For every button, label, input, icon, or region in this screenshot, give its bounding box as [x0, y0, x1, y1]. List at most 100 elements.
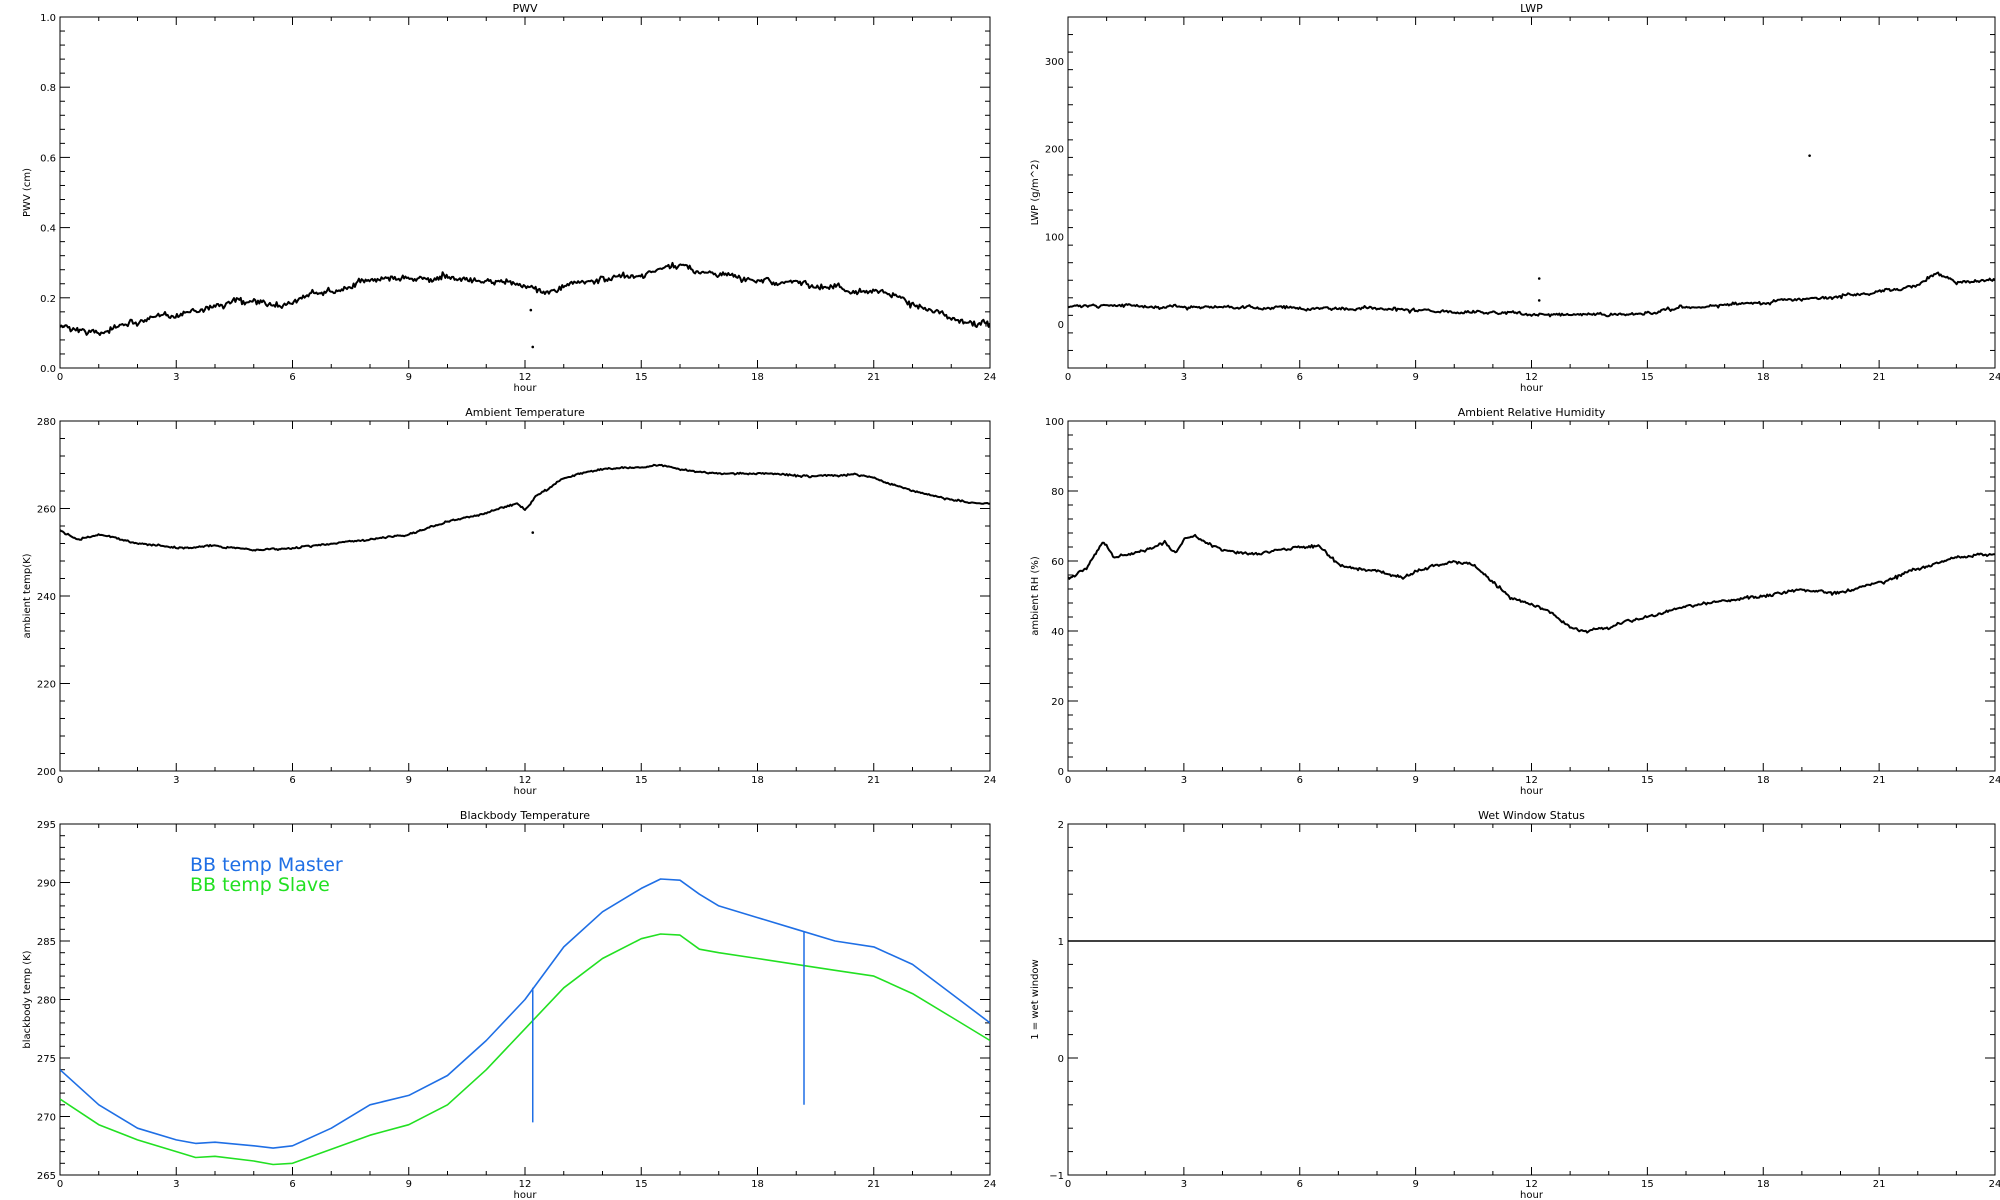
- x-tick-label: 18: [751, 775, 764, 786]
- x-tick-label: 18: [1757, 1179, 1770, 1190]
- x-tick-label: 0: [57, 775, 63, 786]
- chart-panel-blackbody-temperature: Blackbody Temperature 0 3 6 9 12 15 18 21 24 hour 2…: [22, 809, 996, 1200]
- chart-title: PWV: [512, 2, 538, 15]
- y-tick-label: 0.2: [40, 294, 56, 305]
- chart-panel-pwv: PWV 0 3 6 9 12 15 18 21 24 hour 0.0 0.2 0.4 0.6 0.8 1.0 P…: [22, 2, 996, 394]
- plot-area: [1068, 533, 1995, 634]
- y-axis-label: blackbody temp (K): [22, 950, 33, 1048]
- x-tick-label: 18: [1757, 775, 1770, 786]
- x-axis-label: hour: [1520, 383, 1544, 394]
- x-tick-label: 15: [635, 372, 648, 383]
- chart-title: Ambient Temperature: [465, 406, 585, 419]
- chart-title: Wet Window Status: [1478, 809, 1585, 822]
- x-tick-label: 0: [57, 1179, 63, 1190]
- x-tick-label: 15: [635, 775, 648, 786]
- x-tick-label: 12: [519, 775, 532, 786]
- x-tick-label: 3: [1181, 1179, 1187, 1190]
- chart-title: Ambient Relative Humidity: [1458, 406, 1606, 419]
- x-tick-label: 12: [519, 1179, 532, 1190]
- x-tick-label: 0: [1065, 372, 1071, 383]
- y-tick-label: 100: [1045, 417, 1064, 428]
- y-tick-label: 0.4: [40, 224, 56, 235]
- y-tick-label: 300: [1045, 57, 1064, 68]
- x-axis-label: hour: [514, 383, 538, 394]
- x-tick-label: 12: [1525, 1179, 1538, 1190]
- x-tick-label: 21: [1873, 775, 1886, 786]
- x-tick-label: 18: [751, 372, 764, 383]
- y-tick-label: 200: [1045, 145, 1064, 156]
- plot-area: [60, 261, 990, 349]
- y-tick-label: 260: [37, 505, 56, 516]
- x-tick-label: 21: [1873, 1179, 1886, 1190]
- plot-area: [60, 878, 990, 1166]
- y-axis-label: PWV (cm): [22, 168, 33, 217]
- outlier-point: [1808, 154, 1811, 157]
- x-tick-label: 3: [1181, 372, 1187, 383]
- x-tick-label: 21: [1873, 372, 1886, 383]
- series-line: [60, 261, 990, 336]
- y-tick-label: 100: [1045, 232, 1064, 243]
- x-tick-label: 15: [635, 1179, 648, 1190]
- x-tick-label: 6: [289, 1179, 295, 1190]
- series-line: [60, 463, 990, 552]
- plot-area: [60, 463, 990, 552]
- x-tick-label: 3: [1181, 775, 1187, 786]
- x-tick-label: 9: [406, 1179, 412, 1190]
- y-tick-label: −1: [1049, 1171, 1064, 1182]
- x-tick-label: 9: [406, 372, 412, 383]
- x-tick-label: 15: [1641, 1179, 1654, 1190]
- x-tick-label: 9: [1412, 1179, 1418, 1190]
- outlier-point: [531, 531, 535, 534]
- plot-frame: [1067, 823, 1996, 1176]
- y-tick-label: 270: [37, 1113, 56, 1124]
- x-tick-label: 0: [1065, 1179, 1071, 1190]
- y-tick-label: 0.0: [40, 364, 56, 375]
- y-tick-label: 2: [1058, 820, 1064, 831]
- plot-frame: [59, 16, 991, 369]
- y-tick-label: 0: [1058, 767, 1064, 778]
- chart-title: Blackbody Temperature: [460, 809, 590, 822]
- y-tick-label: 295: [37, 820, 56, 831]
- x-tick-label: 9: [1412, 775, 1418, 786]
- x-tick-label: 21: [867, 775, 880, 786]
- x-tick-label: 12: [1525, 372, 1538, 383]
- y-tick-label: 280: [37, 417, 56, 428]
- x-tick-label: 0: [1065, 775, 1071, 786]
- series-line-bb-temp-master: [60, 878, 990, 1149]
- x-tick-label: 6: [1297, 1179, 1303, 1190]
- y-tick-label: 1.0: [40, 13, 56, 24]
- y-axis-label: 1 = wet window: [1030, 959, 1041, 1039]
- series-line-bb-temp-slave: [60, 933, 990, 1166]
- y-tick-label: 0.6: [40, 153, 56, 164]
- x-tick-label: 12: [1525, 775, 1538, 786]
- y-tick-label: 280: [37, 996, 56, 1007]
- y-tick-label: 275: [37, 1054, 56, 1065]
- chart-panel-ambient-relative-humidity: Ambient Relative Humidity 0 3 6 9 12 15 18 21 24 h…: [1030, 406, 2000, 797]
- x-axis-label: hour: [514, 786, 538, 797]
- x-tick-label: 3: [173, 372, 179, 383]
- x-tick-label: 24: [984, 1179, 997, 1190]
- x-axis-label: hour: [514, 1190, 538, 1200]
- x-tick-label: 15: [1641, 372, 1654, 383]
- y-tick-label: 80: [1051, 487, 1064, 498]
- y-tick-label: 285: [37, 937, 56, 948]
- legend-entry: BB temp Slave: [190, 874, 330, 896]
- y-tick-label: 0: [1058, 320, 1064, 331]
- x-tick-label: 9: [1412, 372, 1418, 383]
- x-tick-label: 12: [519, 372, 532, 383]
- x-tick-label: 18: [751, 1179, 764, 1190]
- y-tick-label: 20: [1051, 697, 1064, 708]
- x-axis-label: hour: [1520, 1190, 1544, 1200]
- x-tick-label: 24: [1989, 1179, 2000, 1190]
- series-line: [1068, 533, 1995, 634]
- y-tick-label: 265: [37, 1171, 56, 1182]
- x-tick-label: 3: [173, 775, 179, 786]
- y-tick-label: 1: [1058, 937, 1064, 948]
- x-tick-label: 0: [57, 372, 63, 383]
- x-tick-label: 6: [289, 372, 295, 383]
- legend-entry: BB temp Master: [190, 854, 343, 876]
- x-tick-label: 21: [867, 1179, 880, 1190]
- x-tick-label: 9: [406, 775, 412, 786]
